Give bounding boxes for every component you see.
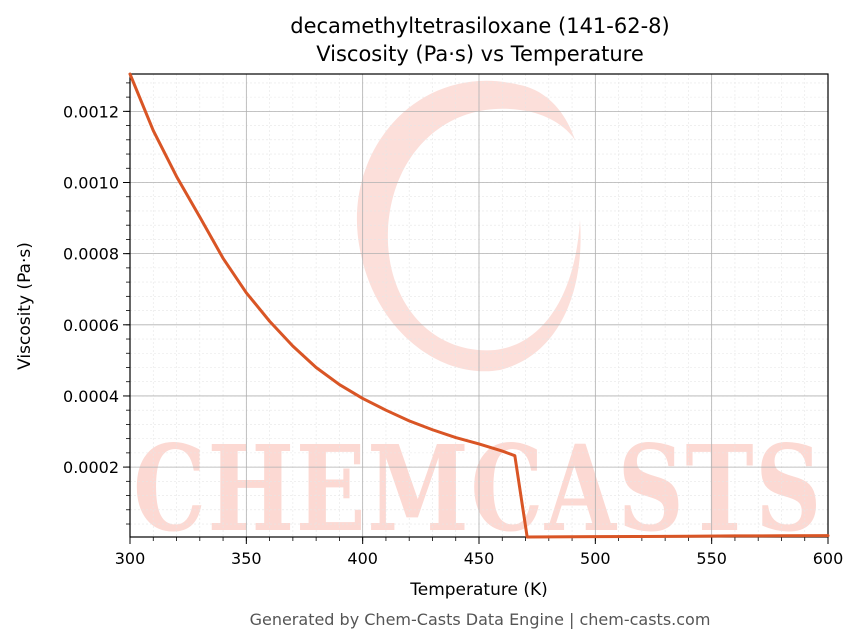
- chart-title-line-1: decamethyltetrasiloxane (141-62-8): [290, 14, 669, 38]
- axis-ticks: [123, 82, 829, 544]
- x-tick-labels: 300 350 400 450 500 550 600: [115, 549, 844, 568]
- footer-credit: Generated by Chem-Casts Data Engine | ch…: [250, 610, 711, 629]
- x-tick-label: 600: [813, 549, 844, 568]
- chemcasts-watermark: CHEMCASTS: [133, 80, 821, 558]
- chart-title-line-2: Viscosity (Pa·s) vs Temperature: [316, 42, 644, 66]
- y-tick-label: 0.0008: [63, 245, 119, 264]
- y-tick-label: 0.0004: [63, 387, 119, 406]
- y-tick-labels: 0.0002 0.0004 0.0006 0.0008 0.0010 0.0012: [63, 102, 119, 477]
- viscosity-series-line: [128, 72, 830, 539]
- watermark-swirl: [356, 80, 581, 372]
- y-tick-label: 0.0006: [63, 316, 119, 335]
- x-tick-label: 300: [115, 549, 146, 568]
- y-tick-label: 0.0002: [63, 458, 119, 477]
- series-layer: [128, 72, 830, 539]
- y-axis-label: Viscosity (Pa·s): [15, 242, 35, 370]
- x-axis-label: Temperature (K): [409, 580, 548, 600]
- x-tick-label: 550: [696, 549, 727, 568]
- x-tick-label: 400: [347, 549, 378, 568]
- y-tick-label: 0.0012: [63, 102, 119, 121]
- x-tick-label: 350: [231, 549, 262, 568]
- y-tick-label: 0.0010: [63, 174, 119, 193]
- x-tick-label: 500: [580, 549, 611, 568]
- x-tick-label: 450: [464, 549, 495, 568]
